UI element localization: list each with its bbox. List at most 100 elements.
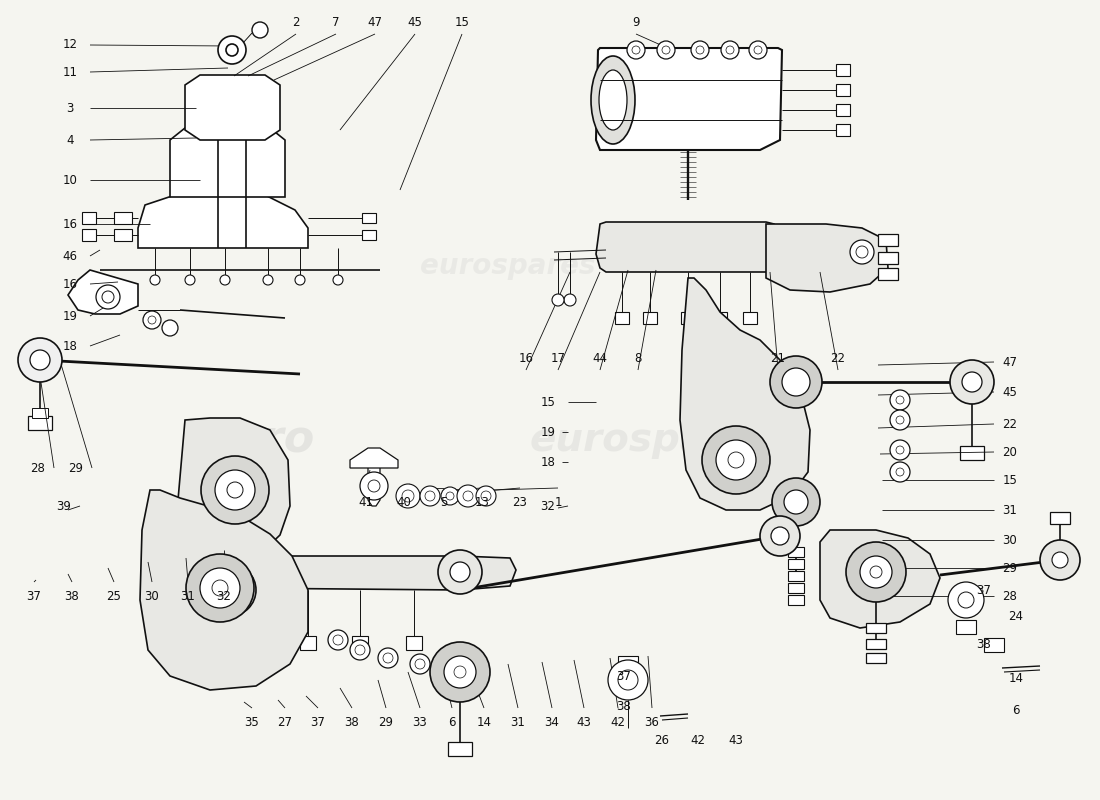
Text: 14: 14 xyxy=(476,715,492,729)
Text: 44: 44 xyxy=(593,351,607,365)
Circle shape xyxy=(186,554,254,622)
Circle shape xyxy=(962,372,982,392)
Text: 23: 23 xyxy=(513,495,527,509)
Circle shape xyxy=(328,630,348,650)
Bar xyxy=(836,64,850,76)
Text: 28: 28 xyxy=(31,462,45,474)
Bar xyxy=(878,268,898,280)
Circle shape xyxy=(608,660,648,700)
Circle shape xyxy=(333,275,343,285)
Polygon shape xyxy=(596,222,778,272)
Text: 37: 37 xyxy=(617,670,631,682)
Text: 11: 11 xyxy=(63,66,77,78)
Bar xyxy=(615,312,629,324)
Circle shape xyxy=(454,666,466,678)
Text: 25: 25 xyxy=(107,590,121,602)
Bar xyxy=(984,638,1004,652)
Circle shape xyxy=(782,368,810,396)
Circle shape xyxy=(368,480,379,492)
Polygon shape xyxy=(178,418,290,568)
Text: 18: 18 xyxy=(540,455,556,469)
Circle shape xyxy=(896,446,904,454)
Circle shape xyxy=(958,592,974,608)
Text: 29: 29 xyxy=(68,462,84,474)
Bar xyxy=(82,212,96,224)
Text: 45: 45 xyxy=(408,15,422,29)
Text: 19: 19 xyxy=(540,426,556,438)
Text: 12: 12 xyxy=(63,38,77,51)
Bar xyxy=(300,636,316,650)
Circle shape xyxy=(378,648,398,668)
Circle shape xyxy=(212,580,228,596)
Circle shape xyxy=(552,294,564,306)
Bar xyxy=(836,124,850,136)
Text: 42: 42 xyxy=(691,734,705,746)
Circle shape xyxy=(185,275,195,285)
Text: 37: 37 xyxy=(977,583,991,597)
Text: euro: euro xyxy=(200,418,315,462)
Circle shape xyxy=(1040,540,1080,580)
Ellipse shape xyxy=(591,56,635,144)
Text: 46: 46 xyxy=(63,250,77,262)
Circle shape xyxy=(456,485,478,507)
Bar xyxy=(681,312,695,324)
Bar xyxy=(788,595,804,605)
Text: 8: 8 xyxy=(635,351,641,365)
Text: 36: 36 xyxy=(645,715,659,729)
Text: 18: 18 xyxy=(63,339,77,353)
Bar xyxy=(713,312,727,324)
Text: 31: 31 xyxy=(1002,503,1018,517)
Circle shape xyxy=(200,568,240,608)
Circle shape xyxy=(950,360,994,404)
Text: 1: 1 xyxy=(554,495,562,509)
Bar xyxy=(878,252,898,264)
Circle shape xyxy=(481,491,491,501)
Circle shape xyxy=(760,516,800,556)
Circle shape xyxy=(224,584,236,596)
Bar xyxy=(82,229,96,241)
Circle shape xyxy=(716,440,756,480)
Bar xyxy=(866,653,886,663)
Text: 4: 4 xyxy=(66,134,74,146)
Circle shape xyxy=(214,470,255,510)
Bar xyxy=(742,312,757,324)
Circle shape xyxy=(476,486,496,506)
Circle shape xyxy=(850,240,875,264)
Polygon shape xyxy=(185,556,516,590)
Circle shape xyxy=(771,527,789,545)
Bar xyxy=(114,229,132,241)
Circle shape xyxy=(148,316,156,324)
Bar xyxy=(866,623,886,633)
Ellipse shape xyxy=(600,70,627,130)
Text: 19: 19 xyxy=(63,310,77,322)
Polygon shape xyxy=(368,464,379,506)
Text: 43: 43 xyxy=(576,715,592,729)
Text: 33: 33 xyxy=(412,715,428,729)
Text: 6: 6 xyxy=(1012,703,1020,717)
Circle shape xyxy=(410,654,430,674)
Text: 42: 42 xyxy=(610,715,626,729)
Bar xyxy=(114,212,132,224)
Text: 47: 47 xyxy=(367,15,383,29)
Text: 14: 14 xyxy=(1009,671,1023,685)
Circle shape xyxy=(618,670,638,690)
Text: eurospares: eurospares xyxy=(530,421,775,459)
Circle shape xyxy=(220,275,230,285)
Polygon shape xyxy=(766,224,888,292)
Polygon shape xyxy=(138,195,308,248)
Bar xyxy=(788,547,804,557)
Circle shape xyxy=(402,490,414,502)
Text: 20: 20 xyxy=(1002,446,1018,458)
Circle shape xyxy=(948,582,984,618)
Circle shape xyxy=(726,46,734,54)
Circle shape xyxy=(150,275,160,285)
Text: 16: 16 xyxy=(63,218,77,230)
Text: 9: 9 xyxy=(632,15,640,29)
Text: 31: 31 xyxy=(180,590,196,602)
Circle shape xyxy=(770,356,822,408)
Circle shape xyxy=(632,46,640,54)
Bar xyxy=(1050,512,1070,524)
Bar xyxy=(362,230,376,240)
Circle shape xyxy=(463,491,473,501)
Text: 38: 38 xyxy=(344,715,360,729)
